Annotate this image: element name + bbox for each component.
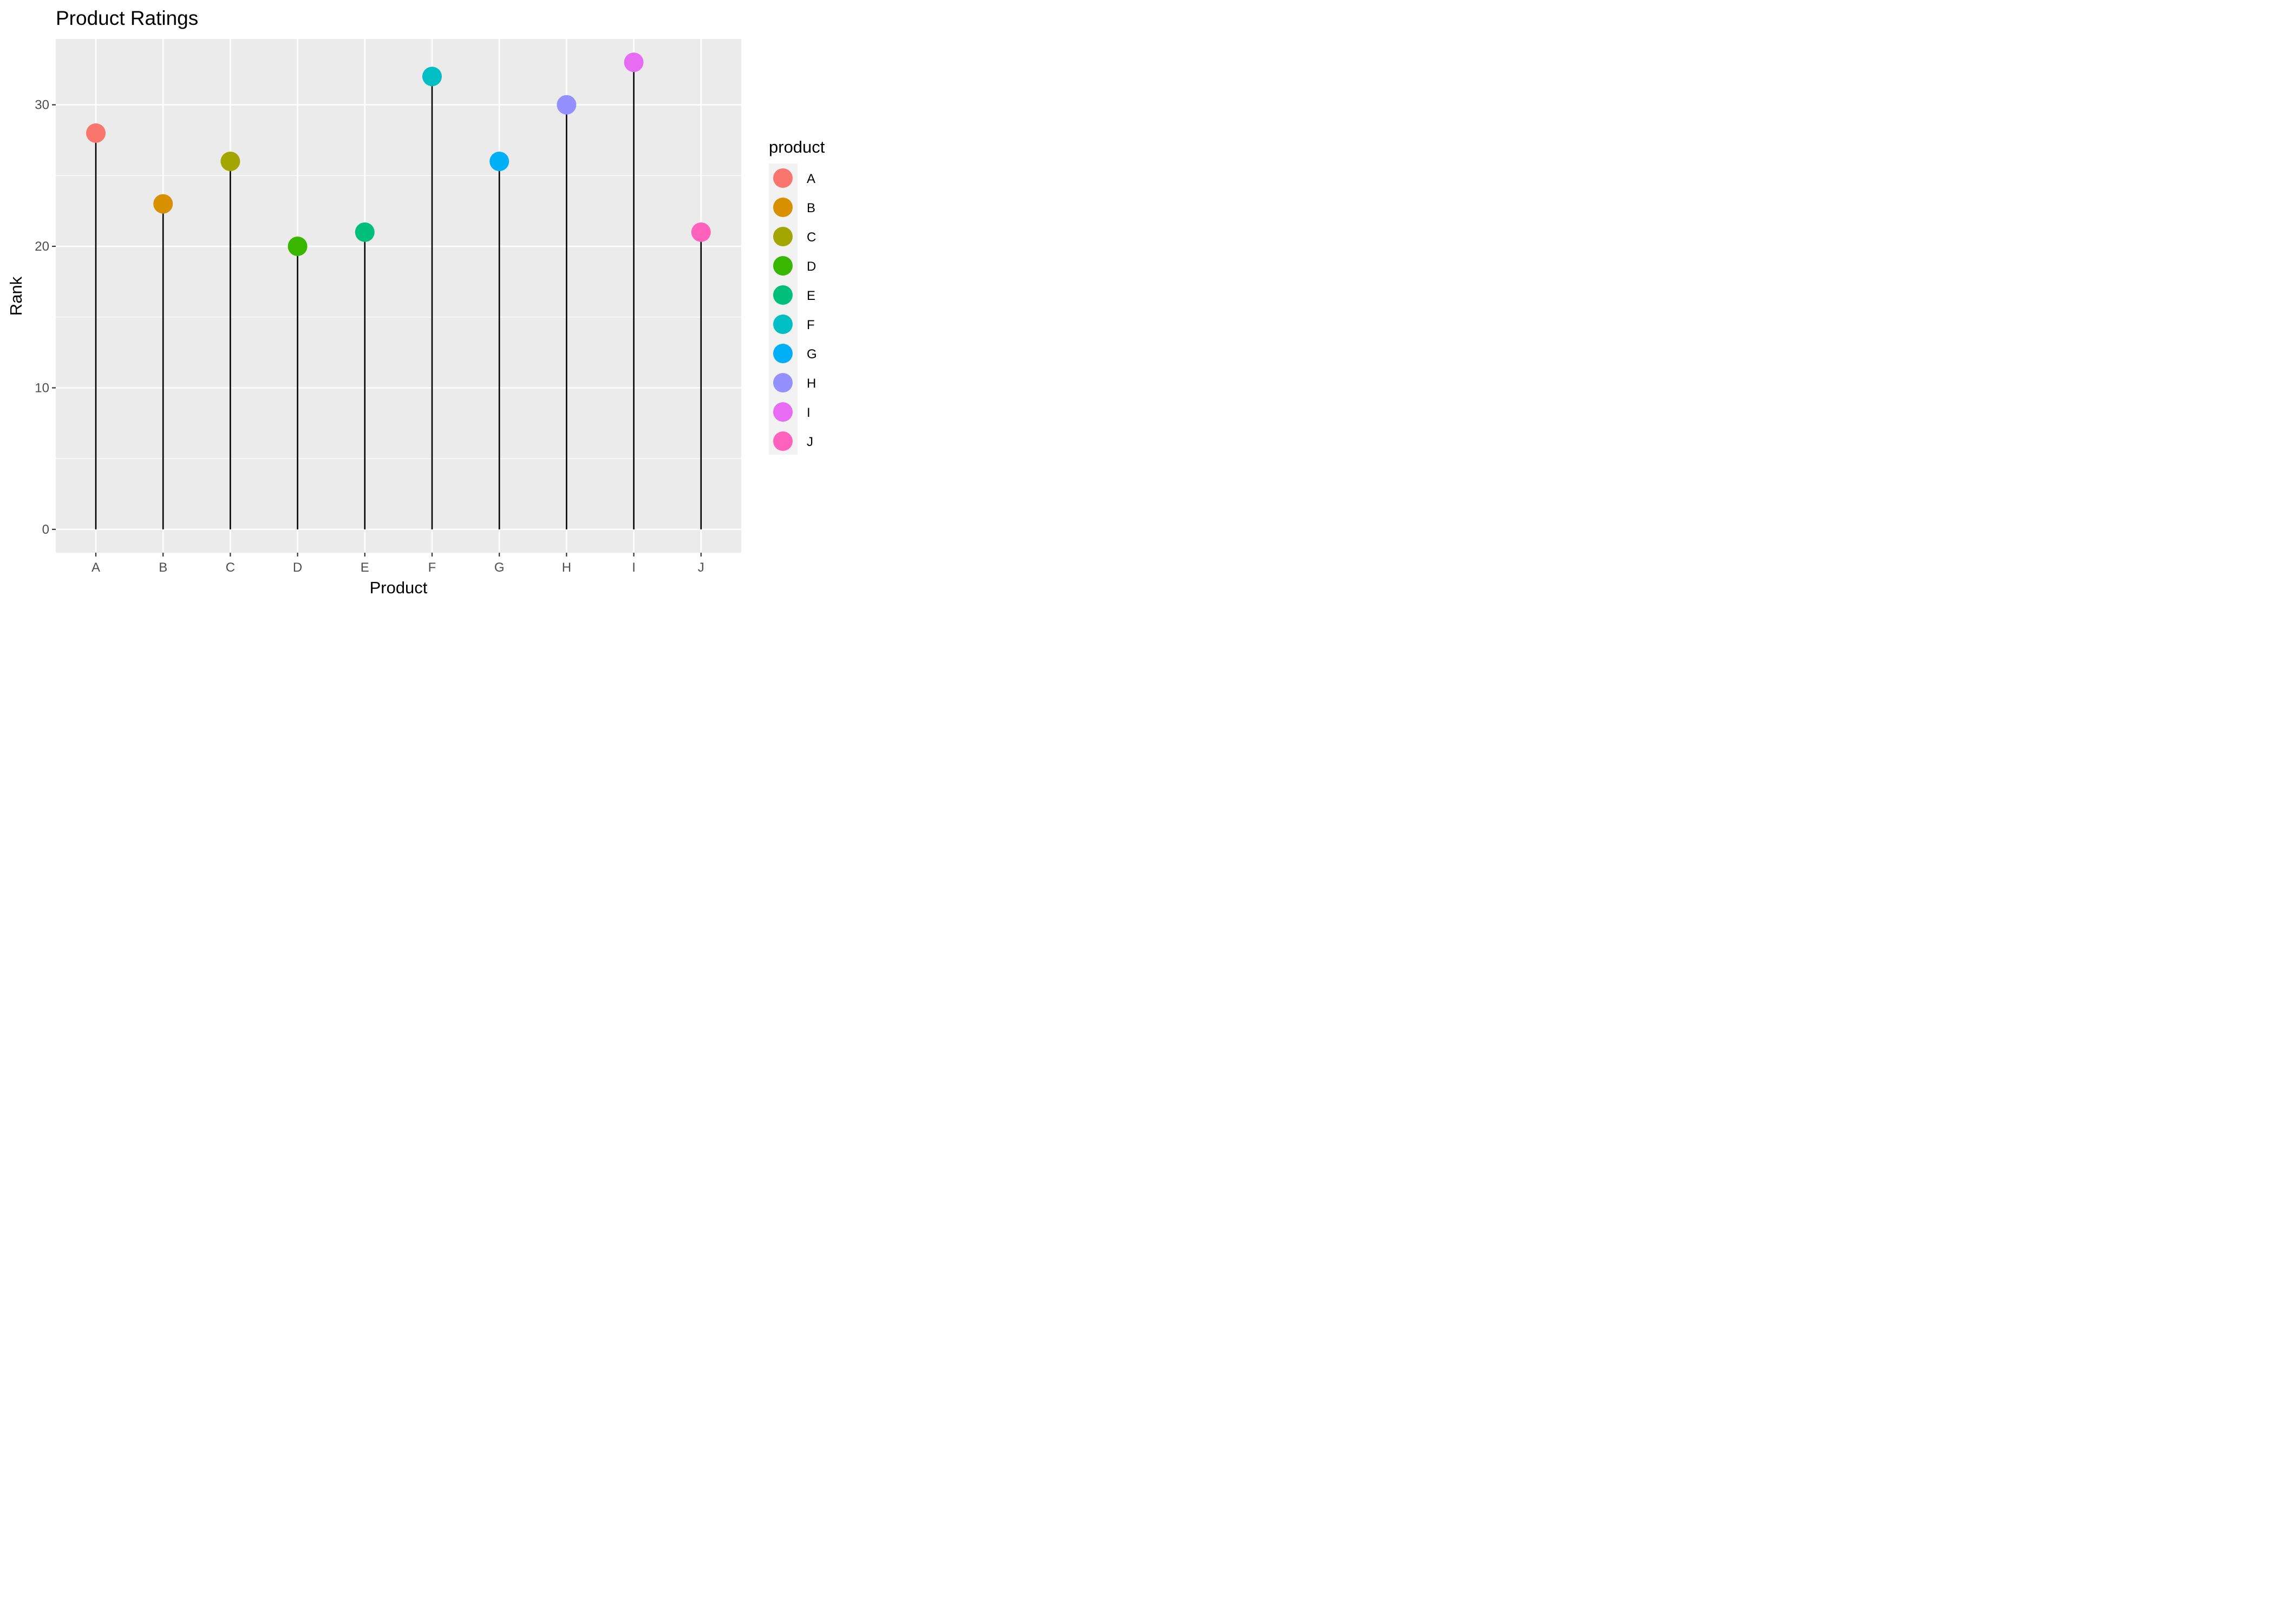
legend-label: I — [807, 405, 811, 420]
x-axis: A B C D E F G H I J — [92, 553, 704, 575]
legend-label: F — [807, 318, 815, 332]
x-tick-label: H — [562, 560, 571, 575]
chart-title: Product Ratings — [56, 7, 198, 29]
minor-gridlines — [56, 175, 741, 459]
lollipop-point — [220, 152, 240, 172]
x-tick-label: A — [92, 560, 100, 575]
lollipop-point — [153, 194, 173, 214]
plot-panel — [56, 39, 741, 553]
legend-key-point — [773, 227, 793, 246]
lollipop-point — [557, 95, 577, 115]
y-axis: 0 10 20 30 — [35, 98, 56, 537]
legend-items: A B CD E F GHI J — [773, 168, 817, 451]
legend-key-point — [773, 285, 793, 305]
legend-label: J — [807, 435, 813, 449]
x-axis-title: Product — [370, 578, 428, 597]
legend-label: B — [807, 201, 815, 215]
lollipop-points — [86, 53, 711, 256]
legend-key-point — [773, 315, 793, 334]
lollipop-point — [422, 67, 442, 87]
x-tick-label: G — [494, 560, 505, 575]
legend-label: A — [807, 172, 815, 186]
lollipop-point — [489, 152, 509, 172]
legend-label: C — [807, 230, 816, 245]
lollipop-point — [355, 222, 375, 242]
legend-label: H — [807, 376, 816, 391]
y-tick-label: 20 — [35, 239, 49, 254]
legend-key-point — [773, 373, 793, 392]
legend-key-point — [773, 198, 793, 217]
legend-key-point — [773, 402, 793, 422]
x-tick-label: E — [361, 560, 369, 575]
lollipop-point — [287, 236, 308, 256]
lollipop-point — [691, 222, 711, 242]
lollipop-point — [86, 123, 106, 143]
lollipop-stems — [95, 62, 702, 529]
legend: product A B CD E F GHI J — [769, 137, 825, 455]
y-tick-label: 0 — [42, 522, 49, 537]
legend-key-point — [773, 256, 793, 276]
legend-label: G — [807, 347, 817, 362]
x-tick-label: C — [226, 560, 235, 575]
legend-key-point — [773, 168, 793, 188]
y-tick-label: 30 — [35, 98, 49, 113]
legend-key-point — [773, 431, 793, 451]
x-tick-label: B — [159, 560, 167, 575]
y-tick-label: 10 — [35, 381, 49, 395]
legend-label: D — [807, 259, 816, 274]
x-tick-label: F — [428, 560, 436, 575]
x-tick-label: I — [632, 560, 636, 575]
legend-label: E — [807, 289, 815, 303]
lollipop-point — [624, 53, 644, 73]
legend-key-point — [773, 344, 793, 363]
y-axis-title: Rank — [6, 276, 25, 316]
x-tick-label: D — [293, 560, 302, 575]
x-tick-label: J — [698, 560, 704, 575]
legend-title: product — [769, 137, 825, 156]
